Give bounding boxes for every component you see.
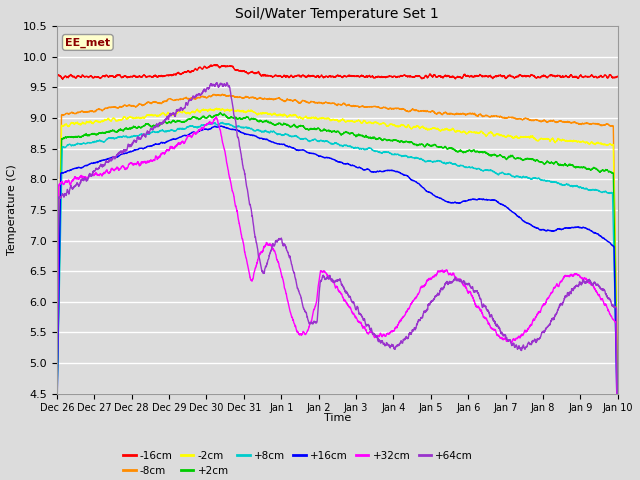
+2cm (402, 138, 410, 144)
X-axis label: Time: Time (324, 413, 351, 423)
Y-axis label: Temperature (C): Temperature (C) (7, 165, 17, 255)
+8cm (210, 120, 218, 126)
+8cm (402, 153, 410, 159)
-2cm (614, 396, 621, 402)
+2cm (210, 114, 218, 120)
-16cm (210, 62, 218, 68)
+64cm (210, 82, 218, 87)
+16cm (561, 225, 568, 231)
+2cm (561, 162, 568, 168)
-8cm (218, 91, 226, 97)
+8cm (614, 408, 621, 414)
+32cm (210, 118, 218, 124)
+16cm (173, 135, 181, 141)
-8cm (392, 105, 400, 111)
-16cm (614, 73, 621, 79)
Line: +64cm: +64cm (57, 83, 618, 472)
+16cm (392, 169, 400, 175)
-16cm (211, 62, 218, 68)
Legend: -16cm, -8cm, -2cm, +2cm, +8cm, +16cm, +32cm, +64cm: -16cm, -8cm, -2cm, +2cm, +8cm, +16cm, +3… (119, 446, 477, 480)
-2cm (561, 137, 568, 143)
+2cm (614, 411, 621, 417)
+16cm (614, 449, 621, 455)
-2cm (212, 105, 220, 111)
Line: +16cm: +16cm (57, 126, 618, 452)
+2cm (392, 137, 400, 143)
-16cm (614, 74, 621, 80)
+8cm (561, 182, 568, 188)
+32cm (173, 143, 181, 149)
Line: -2cm: -2cm (57, 108, 618, 399)
Line: +8cm: +8cm (57, 122, 618, 425)
+32cm (392, 324, 400, 330)
+2cm (216, 110, 224, 116)
-2cm (614, 378, 621, 384)
+16cm (614, 432, 621, 438)
-16cm (561, 73, 569, 79)
+8cm (218, 120, 226, 125)
Text: EE_met: EE_met (65, 37, 110, 48)
+32cm (561, 273, 568, 278)
Title: Soil/Water Temperature Set 1: Soil/Water Temperature Set 1 (236, 7, 439, 21)
+64cm (223, 80, 231, 85)
+32cm (614, 457, 621, 463)
-16cm (403, 73, 410, 79)
Line: -8cm: -8cm (57, 94, 618, 391)
+2cm (614, 395, 621, 400)
Line: +2cm: +2cm (57, 113, 618, 414)
+64cm (614, 469, 621, 475)
-8cm (614, 368, 621, 374)
-8cm (173, 96, 181, 102)
Line: -16cm: -16cm (57, 65, 618, 79)
+64cm (392, 343, 400, 349)
+16cm (210, 124, 218, 130)
+64cm (402, 335, 410, 341)
-16cm (59, 76, 67, 82)
-2cm (173, 110, 181, 116)
+32cm (402, 310, 410, 315)
-2cm (53, 395, 61, 401)
+2cm (53, 402, 61, 408)
+32cm (53, 413, 61, 419)
+8cm (53, 406, 61, 411)
+64cm (614, 434, 621, 440)
-8cm (614, 386, 621, 392)
-2cm (392, 123, 400, 129)
+64cm (173, 107, 181, 113)
+16cm (402, 172, 410, 178)
-8cm (210, 92, 218, 97)
-16cm (53, 73, 61, 79)
+16cm (53, 419, 61, 425)
Line: +32cm: +32cm (57, 117, 618, 480)
+8cm (173, 127, 181, 132)
+16cm (217, 123, 225, 129)
+8cm (392, 152, 400, 158)
+8cm (614, 422, 621, 428)
-2cm (210, 108, 218, 113)
-8cm (402, 108, 410, 114)
+2cm (173, 118, 181, 124)
-2cm (402, 124, 410, 130)
-8cm (561, 120, 568, 125)
-16cm (392, 74, 400, 80)
+32cm (212, 114, 220, 120)
-16cm (173, 71, 181, 76)
+64cm (561, 295, 568, 301)
+64cm (53, 431, 61, 436)
-8cm (53, 388, 61, 394)
